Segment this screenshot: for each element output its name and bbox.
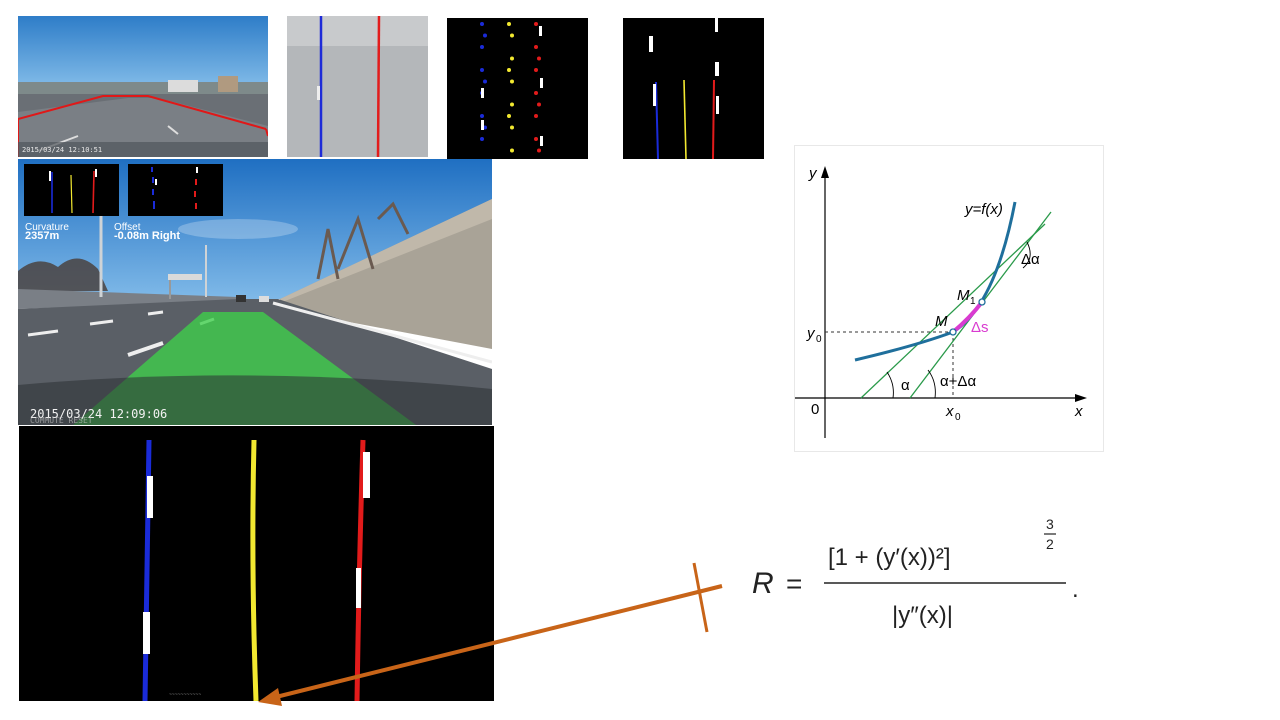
- road-source-thumbnail: 2015/03/24 12:10:51: [18, 16, 268, 157]
- x0-label: x: [945, 403, 954, 420]
- window-dot: [480, 45, 484, 49]
- window-dot: [480, 22, 484, 26]
- lane-pixel-segment: [540, 136, 543, 146]
- svg-text:~~~~~~~~~~~: ~~~~~~~~~~~: [169, 692, 201, 698]
- window-dot: [534, 68, 538, 72]
- road-thumbnail-timestamp: 2015/03/24 12:10:51: [22, 146, 103, 154]
- window-dot: [510, 33, 514, 38]
- lane-overlay-frame: Curvature 2357m Offset -0.08m Right 2015…: [18, 159, 492, 425]
- window-dot: [507, 68, 511, 72]
- point-m1-label: M: [957, 287, 970, 304]
- fitted-lines-thumbnail: [623, 18, 764, 159]
- curvature-diagram: y x 0 y=f(x) M M 1 Δs Δα α α+Δα y 0 x 0: [794, 145, 1104, 452]
- delta-alpha-label: Δα: [1021, 251, 1040, 268]
- lane-pixel-segment: [481, 88, 484, 98]
- window-dot: [483, 79, 487, 84]
- frame-watermark: COMMUTE RESET: [30, 416, 93, 425]
- y0-subscript: 0: [816, 334, 822, 345]
- window-dot: [510, 79, 514, 84]
- window-dot: [534, 45, 538, 49]
- window-dot: [507, 22, 511, 26]
- y-axis-label: y: [808, 165, 818, 182]
- function-label: y=f(x): [964, 201, 1003, 218]
- window-dot: [480, 68, 484, 72]
- window-dot: [534, 137, 538, 141]
- curvature-value: 2357m: [25, 230, 60, 242]
- alpha-label: α: [901, 377, 910, 394]
- delta-s-label: Δs: [971, 319, 989, 336]
- window-dot: [507, 114, 511, 118]
- window-dot: [510, 102, 514, 107]
- window-dot: [483, 33, 487, 38]
- x-axis-label: x: [1074, 403, 1083, 420]
- formula-lhs: R: [752, 567, 774, 600]
- formula-equals: =: [786, 568, 802, 599]
- window-dot: [480, 114, 484, 118]
- window-dot: [510, 125, 514, 130]
- offset-label: Offset: [114, 222, 141, 233]
- window-dot: [510, 148, 514, 153]
- window-dot: [537, 148, 541, 153]
- formula-numerator: [1 + (y′(x))²]: [828, 544, 951, 571]
- window-dot: [534, 22, 538, 26]
- binary-warped-lanes: ~~~~~~~~~~~: [19, 426, 494, 701]
- point-m1-subscript: 1: [970, 296, 976, 307]
- formula-denominator: |y″(x)|: [892, 602, 953, 629]
- warped-view-thumbnail: [287, 16, 428, 157]
- window-dot: [537, 56, 541, 61]
- lane-pixel-segment: [540, 78, 543, 88]
- alpha-plus-delta-label: α+Δα: [940, 373, 976, 390]
- window-dot: [537, 102, 541, 107]
- formula-exponent-numerator: 3: [1046, 516, 1054, 532]
- lane-pixel-segment: [481, 120, 484, 130]
- window-dot: [480, 137, 484, 141]
- x0-subscript: 0: [955, 412, 961, 423]
- window-dot: [534, 91, 538, 95]
- window-dot: [510, 56, 514, 61]
- lane-pixel-segment: [539, 26, 542, 36]
- sliding-window-thumbnail: [447, 18, 588, 159]
- frame-timestamp: 2015/03/24 12:09:06: [30, 407, 168, 421]
- formula-period: .: [1072, 576, 1079, 603]
- window-dot: [534, 114, 538, 118]
- y0-label: y: [806, 325, 816, 342]
- point-m-label: M: [935, 313, 948, 330]
- curvature-label: Curvature: [25, 222, 69, 233]
- offset-value: -0.08m Right: [114, 230, 181, 242]
- radius-of-curvature-formula: R = [1 + (y′(x))²] 3 2 |y″(x)| .: [740, 505, 1100, 635]
- formula-exponent-denominator: 2: [1046, 536, 1054, 552]
- origin-label: 0: [811, 401, 819, 418]
